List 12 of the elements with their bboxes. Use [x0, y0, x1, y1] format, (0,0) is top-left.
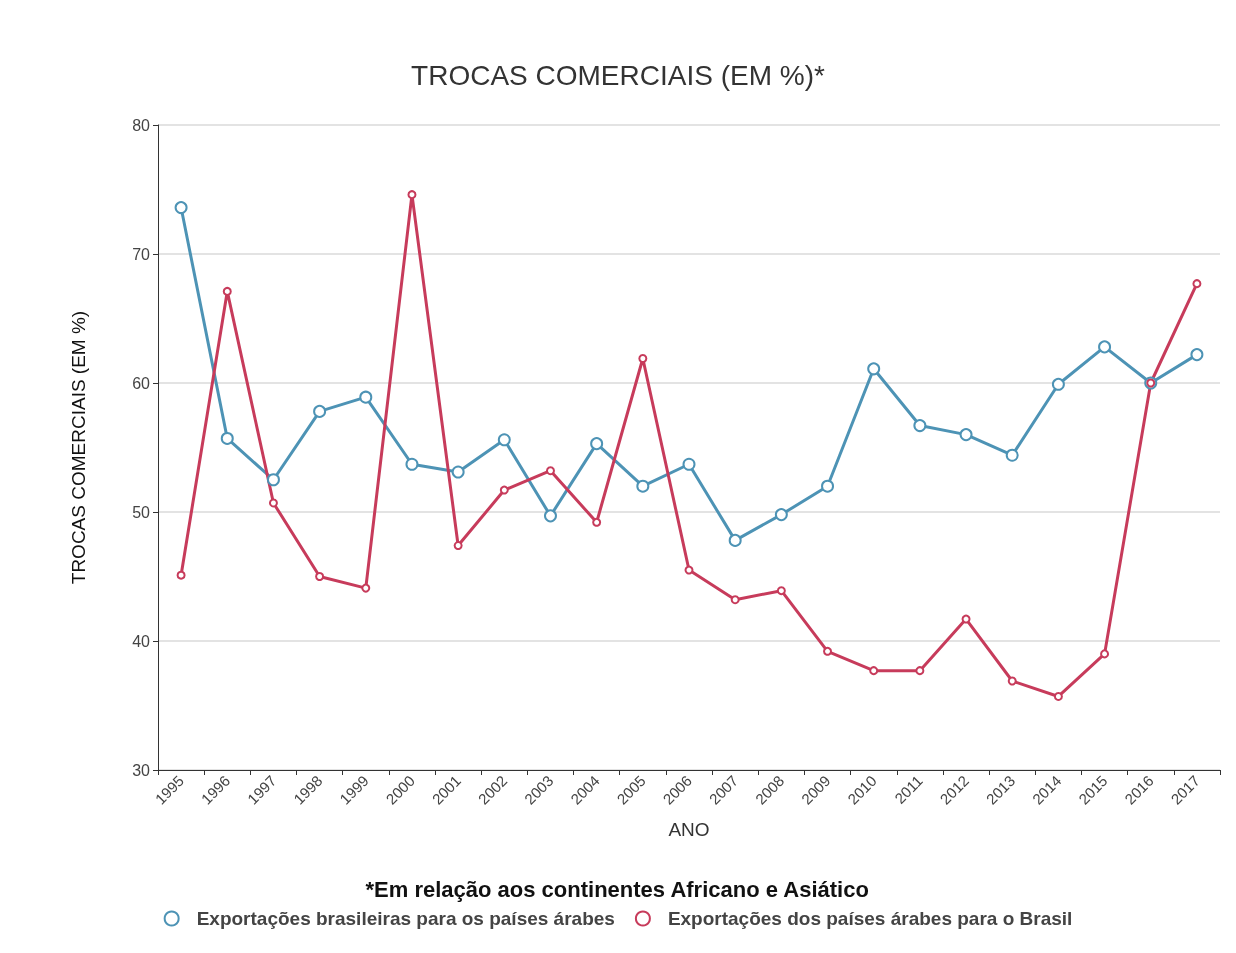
- y-axis-title: TROCAS COMERCIAIS (EM %): [68, 310, 89, 585]
- y-tick-label: 30: [132, 761, 151, 779]
- y-tick-label: 80: [132, 116, 151, 134]
- y-tick-label: 50: [132, 503, 151, 521]
- y-tick-label: 60: [132, 374, 151, 392]
- y-tick-label: 40: [132, 632, 151, 650]
- legend-label: Exportações brasileiras para os países árabes: [196, 908, 615, 929]
- text: *Em relação aos continentes Africano e Asiático: [365, 876, 869, 902]
- legend-label: Exportações dos países árabes para o Brasil: [667, 908, 1073, 929]
- y-tick-label: 70: [132, 245, 151, 263]
- chart-title: TROCAS COMERCIAIS (EM %)*: [411, 59, 825, 91]
- x-axis-title: ANO: [668, 819, 710, 840]
